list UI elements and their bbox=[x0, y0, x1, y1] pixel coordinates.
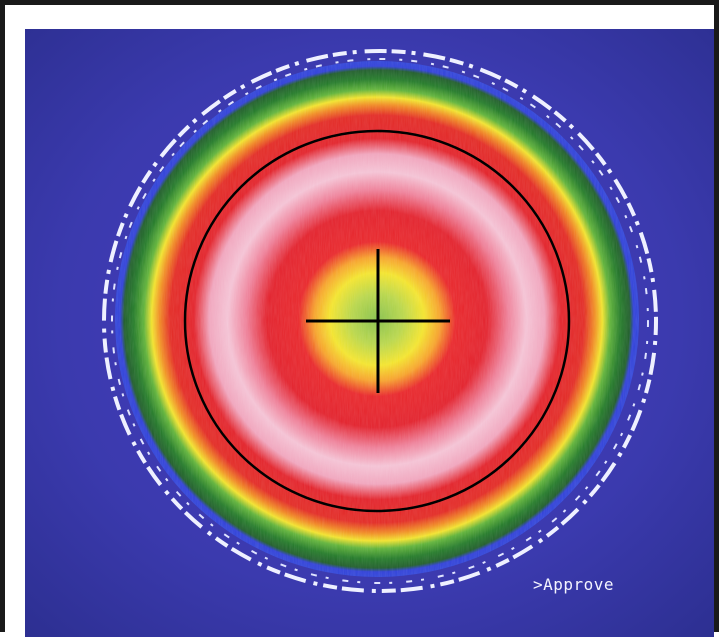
outer-boundary-ring bbox=[102, 49, 658, 593]
approve-command[interactable]: >Approve bbox=[533, 575, 615, 594]
center-crosshair bbox=[306, 249, 450, 393]
intensity-map bbox=[25, 29, 714, 637]
outer-boundary-ring-inner bbox=[111, 58, 649, 584]
thermal-image-viewport: >Approve bbox=[25, 29, 714, 637]
fitted-circle-overlay bbox=[183, 129, 571, 513]
